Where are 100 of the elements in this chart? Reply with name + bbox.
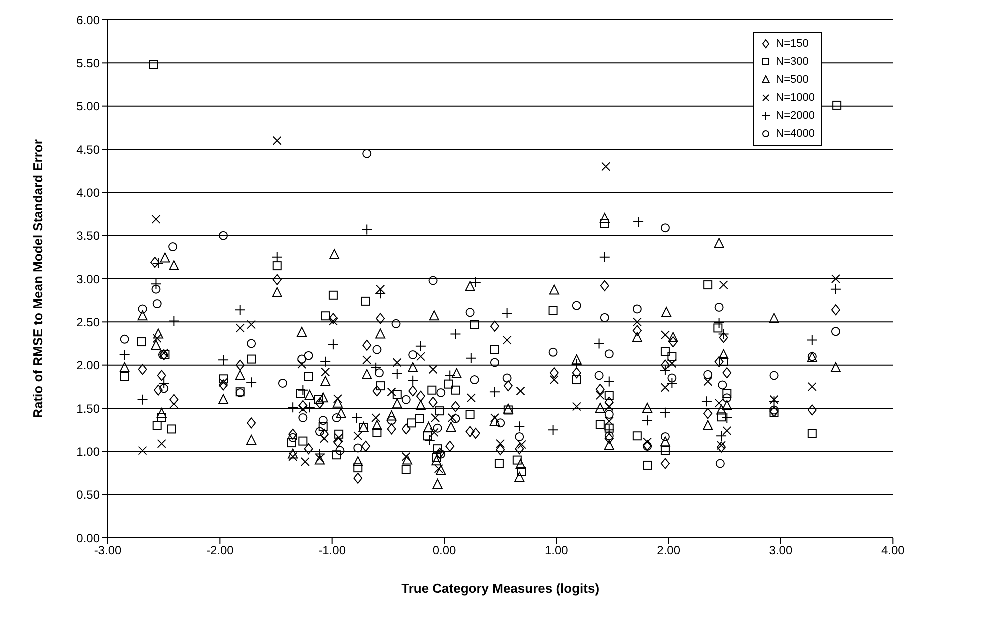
point [376,284,386,294]
point [718,380,728,390]
point [154,384,163,396]
point [415,340,426,352]
point [416,400,426,410]
x-tick-label: 1.00 [544,544,569,558]
point [450,328,462,340]
point [298,384,309,396]
point [372,413,381,422]
point [288,433,298,442]
point [496,439,506,448]
point [236,324,245,333]
point [304,390,315,400]
point [662,307,672,318]
y-tick-label: 0.50 [76,488,100,502]
point [288,402,299,414]
point [604,350,614,359]
point [515,432,524,442]
point [716,404,727,415]
y-tick-label: 1.50 [76,402,100,416]
legend-label: N=1000 [776,92,815,104]
point [451,414,460,424]
point [714,318,725,329]
point [336,446,345,456]
point [408,386,418,397]
y-tick-label: 2.00 [76,358,100,373]
point [402,424,411,435]
x-tick-label: -2.00 [206,544,234,558]
point [320,428,329,440]
point [642,403,653,413]
point [704,408,713,420]
point [470,376,480,385]
point [332,413,342,422]
point [718,328,730,340]
point [332,398,343,408]
point [466,308,475,318]
point [716,430,728,442]
point [392,358,402,368]
x-tick-label: 3.00 [769,544,793,558]
point [354,444,363,453]
point [668,332,678,342]
point [504,380,513,392]
point [278,378,288,388]
point [152,334,162,344]
point [572,354,582,365]
point [466,426,475,438]
point [434,464,444,474]
point [433,424,442,433]
y-tick-label: 0.00 [76,531,100,546]
point [806,334,818,346]
point [218,354,230,366]
point [152,214,161,224]
point [157,370,166,382]
y-tick-label: 5.00 [76,100,100,114]
point [660,458,670,470]
point [604,396,614,408]
point [703,420,714,430]
point [770,395,779,404]
point [604,376,615,388]
point [448,413,457,422]
point [830,284,842,295]
point [138,446,148,456]
point [466,394,476,403]
point [516,459,526,470]
point [668,374,677,383]
point [572,301,582,310]
point [374,368,384,378]
point [138,304,148,314]
point [722,426,732,436]
point [168,316,180,327]
point [318,416,328,426]
x-axis-title: True Category Measures (logits) [402,581,600,596]
point [446,440,455,452]
point [288,452,298,462]
point [770,371,779,380]
point [550,376,559,385]
point [428,396,438,408]
point [714,356,724,368]
point [632,332,642,342]
point [604,424,615,436]
point [716,459,725,468]
point [643,438,652,447]
point [235,370,246,380]
point [372,345,382,354]
y-tick-label: 3.50 [76,229,100,244]
legend-label: N=500 [776,74,809,86]
point [642,415,654,426]
point [386,410,397,421]
point [436,448,445,459]
point [375,288,386,300]
point [150,257,160,268]
point [768,396,780,408]
point [515,444,524,455]
point [119,349,130,360]
point [160,252,170,263]
point [770,406,779,415]
x-tick-label: -3.00 [94,544,122,558]
point [502,336,512,345]
point [436,465,446,476]
point [719,332,728,344]
